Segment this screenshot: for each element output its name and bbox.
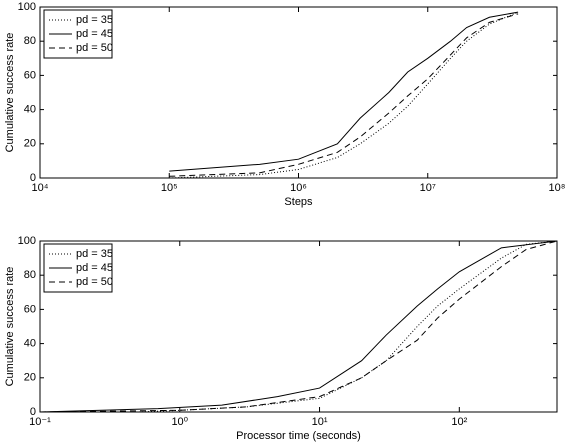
legend-label: pd = 45 [76,28,113,40]
x-tick-label: 10⁰ [171,416,188,428]
legend-label: pd = 45 [76,262,113,274]
series-line [39,240,558,413]
x-tick-label: 10⁻¹ [29,416,51,428]
y-tick-label: 100 [18,1,36,13]
legend-label: pd = 35 [76,248,113,260]
y-tick-label: 20 [24,138,36,150]
x-tick-label: 10⁸ [549,182,566,194]
x-tick-label: 10¹ [312,416,328,428]
x-tick-label: 10² [451,416,467,428]
series-line [40,240,558,413]
y-tick-label: 100 [18,235,36,247]
y-axis-label: Cumulative success rate [4,267,16,387]
y-tick-label: 60 [24,69,36,81]
series-line [39,240,558,413]
legend-label: pd = 50 [76,42,113,54]
series-line [169,13,519,177]
y-tick-label: 60 [24,303,36,315]
series-line [169,11,519,172]
y-tick-label: 80 [24,35,36,47]
y-tick-label: 80 [24,269,36,281]
y-tick-label: 0 [30,172,36,184]
y-tick-label: 0 [30,406,36,418]
x-tick-label: 10⁵ [161,182,178,194]
y-tick-label: 40 [24,338,36,350]
x-axis-label: Steps [284,196,313,208]
series-line [169,11,519,179]
plot-frame [39,6,558,179]
y-tick-label: 40 [24,104,36,116]
legend-label: pd = 50 [76,276,113,288]
x-tick-label: 10⁴ [32,182,49,194]
x-axis-label: Processor time (seconds) [236,430,361,442]
y-axis-label: Cumulative success rate [4,33,16,153]
legend-label: pd = 35 [76,14,113,26]
y-tick-label: 20 [24,372,36,384]
x-tick-label: 10⁶ [290,182,307,194]
x-tick-label: 10⁷ [420,182,436,194]
plot-frame [39,240,558,413]
